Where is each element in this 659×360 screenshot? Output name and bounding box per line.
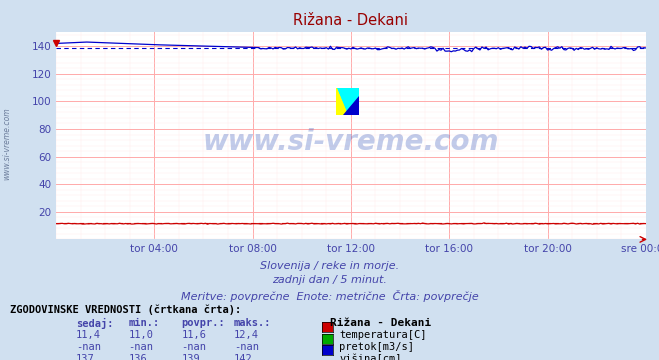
Text: -nan: -nan [76, 342, 101, 352]
Text: 11,0: 11,0 [129, 330, 154, 341]
Text: Meritve: povprečne  Enote: metrične  Črta: povprečje: Meritve: povprečne Enote: metrične Črta:… [181, 290, 478, 302]
Text: -nan: -nan [129, 342, 154, 352]
Text: -nan: -nan [234, 342, 259, 352]
Text: 139: 139 [181, 354, 200, 360]
Text: temperatura[C]: temperatura[C] [339, 330, 427, 341]
Text: maks.:: maks.: [234, 318, 272, 328]
Title: Rižana - Dekani: Rižana - Dekani [293, 13, 409, 28]
Text: 11,6: 11,6 [181, 330, 206, 341]
Text: www.si-vreme.com: www.si-vreme.com [2, 108, 11, 180]
Text: pretok[m3/s]: pretok[m3/s] [339, 342, 415, 352]
Text: 11,4: 11,4 [76, 330, 101, 341]
Text: 142: 142 [234, 354, 252, 360]
Text: -nan: -nan [181, 342, 206, 352]
Text: Rižana - Dekani: Rižana - Dekani [330, 318, 431, 328]
Text: povpr.:: povpr.: [181, 318, 225, 328]
Text: ZGODOVINSKE VREDNOSTI (črtkana črta):: ZGODOVINSKE VREDNOSTI (črtkana črta): [10, 304, 241, 315]
Text: min.:: min.: [129, 318, 159, 328]
Text: višina[cm]: višina[cm] [339, 354, 402, 360]
Text: zadnji dan / 5 minut.: zadnji dan / 5 minut. [272, 275, 387, 285]
Text: 12,4: 12,4 [234, 330, 259, 341]
Text: 137: 137 [76, 354, 94, 360]
Text: Slovenija / reke in morje.: Slovenija / reke in morje. [260, 261, 399, 271]
Text: sedaj:: sedaj: [76, 318, 113, 329]
Text: 136: 136 [129, 354, 147, 360]
Text: www.si-vreme.com: www.si-vreme.com [203, 128, 499, 156]
